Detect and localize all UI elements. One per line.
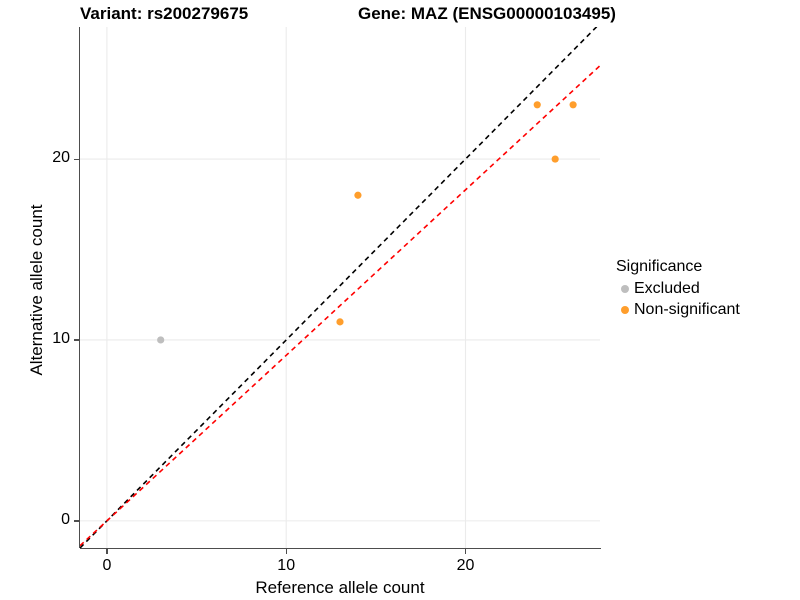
legend-key-dot-icon [616,284,634,293]
y-axis-label: Alternative allele count [27,204,46,376]
x-tick-mark [285,549,287,554]
x-tick-mark [106,549,108,554]
legend-key-dot-icon [616,305,634,314]
data-point [336,318,344,326]
y-axis-line [79,27,81,548]
legend-items: Excluded Non-significant [616,278,740,320]
y-tick-label: 0 [61,510,70,528]
x-tick-mark [465,549,467,554]
x-tick-label: 20 [456,557,475,574]
legend-item[interactable]: Non-significant [616,299,740,320]
reference-lines [80,27,600,548]
gene-title: Gene: MAZ (ENSG00000103495) [358,4,616,23]
x-tick-label: 10 [277,557,296,574]
y-tick-label: 20 [52,149,70,167]
plot-canvas [80,27,600,548]
gridlines [80,27,600,548]
x-tick-label: 0 [102,557,112,574]
data-point [569,101,577,109]
plot-panel [80,27,600,548]
legend-item-label: Excluded [634,279,700,297]
legend: Significance Excluded Non-significant [616,258,740,320]
y-tick-mark [74,158,79,160]
legend-title: Significance [616,258,703,275]
y-tick-mark [74,520,79,522]
data-point [533,101,541,109]
legend-item-label: Non-significant [634,300,740,318]
data-point [551,155,559,163]
data-point [157,336,165,344]
variant-title: Variant: rs200279675 [80,4,249,23]
x-axis-line [80,548,601,550]
identity-line [80,27,598,548]
y-tick-label: 10 [52,329,70,347]
x-axis-label: Reference allele count [255,578,425,597]
data-point [354,191,362,199]
fitted-ratio-line [80,65,600,547]
data-points [157,101,577,344]
y-tick-mark [74,339,79,341]
legend-item[interactable]: Excluded [616,278,740,299]
